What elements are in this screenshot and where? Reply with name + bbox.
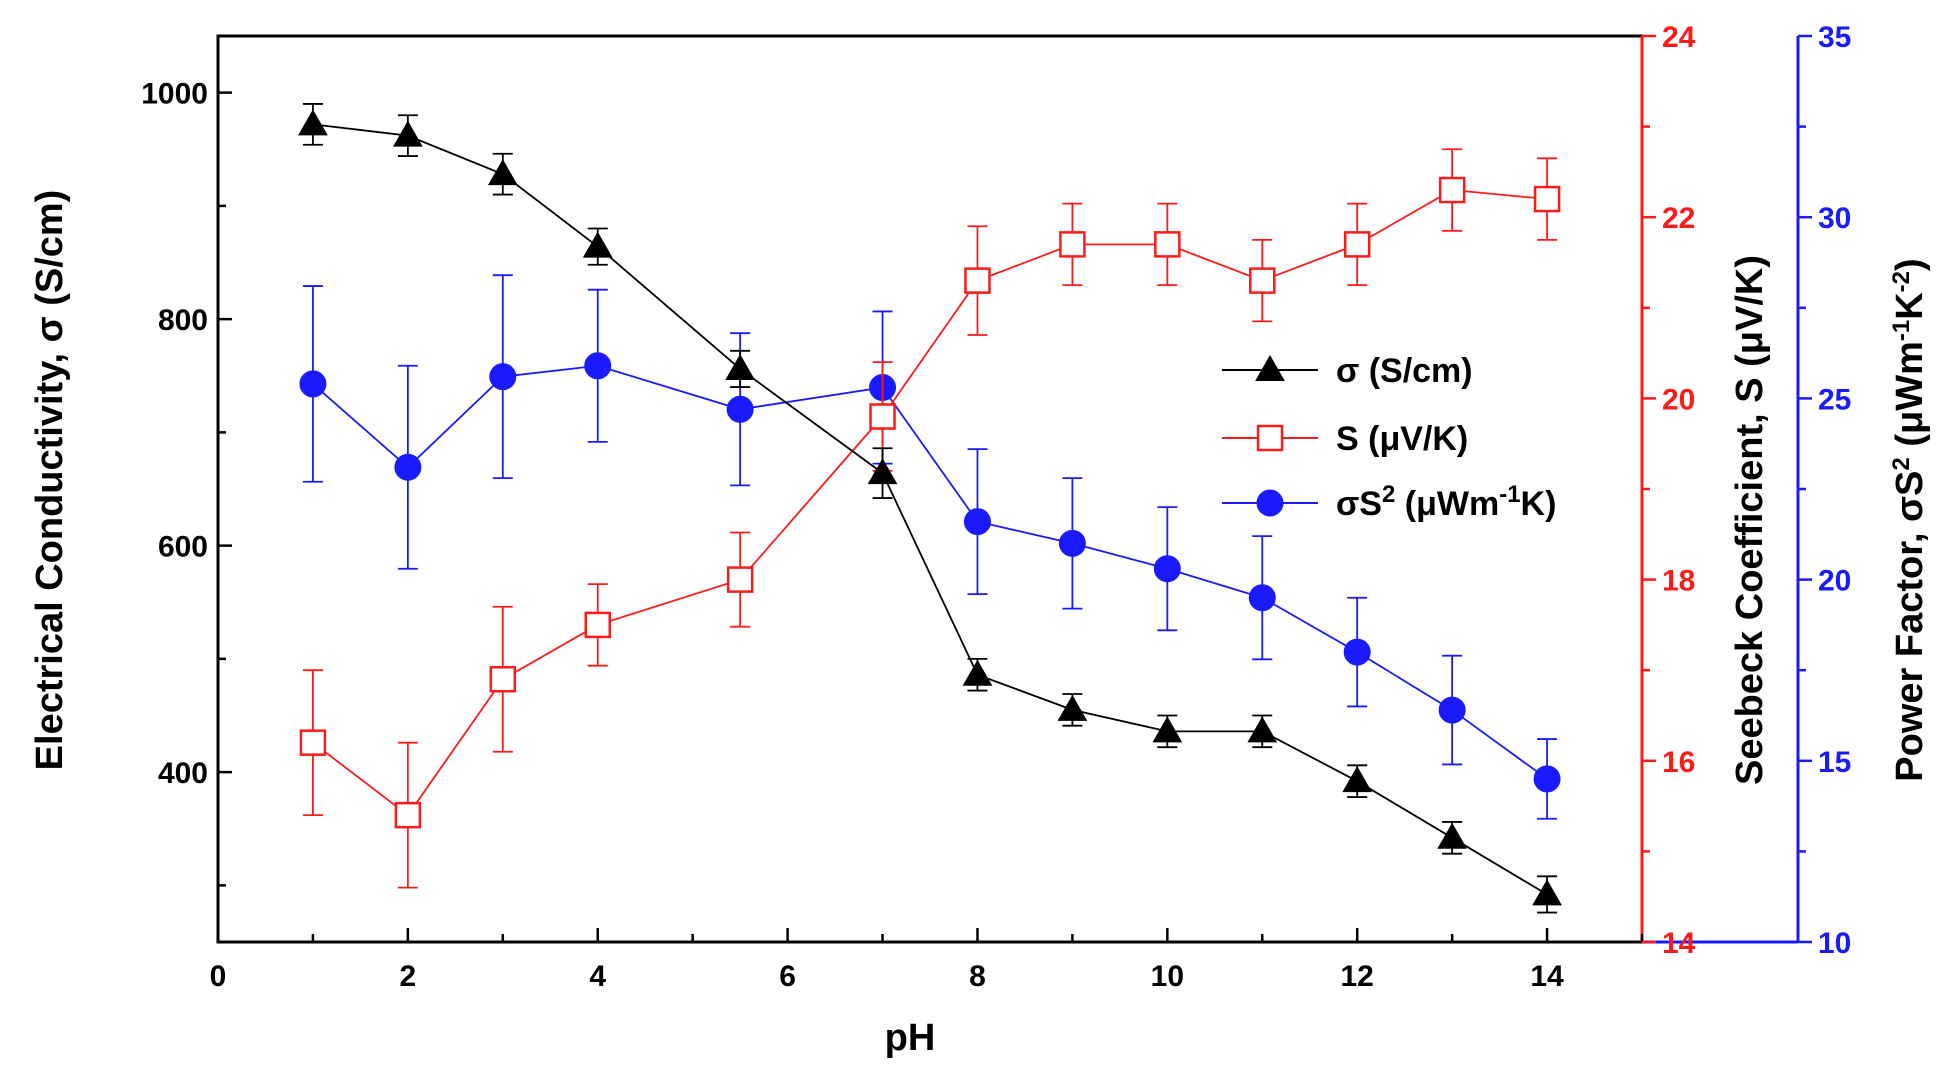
data-point: [299, 729, 327, 756]
x-tick-label: 8: [969, 960, 986, 993]
data-point: [1438, 176, 1466, 204]
data-point: [869, 403, 896, 430]
x-axis-title: pH: [885, 1017, 936, 1059]
x-tick-label: 6: [779, 960, 796, 993]
power-factor-axis-title: Power Factor, σS2 (μWm-1K-2): [1888, 258, 1932, 781]
seebeck-tick-label: 16: [1662, 746, 1695, 779]
x-tick-label: 12: [1341, 960, 1374, 993]
data-point: [962, 659, 993, 686]
data-point: [1343, 638, 1371, 666]
data-point: [1153, 555, 1181, 583]
data-point: [1152, 716, 1183, 743]
data-point: [298, 109, 328, 136]
data-point: [1343, 231, 1371, 258]
data-point: [726, 566, 754, 593]
left-axis-title: Electrical Conductivity, σ (S/cm): [29, 190, 71, 771]
data-point: [963, 508, 991, 536]
data-point: [394, 801, 422, 829]
x-tick-label: 0: [210, 960, 227, 993]
legend-entry: S (μV/K): [1222, 420, 1468, 458]
data-point: [1058, 529, 1086, 557]
data-point: [1437, 822, 1467, 849]
series-layer: [298, 103, 1562, 914]
legend-entry: σ (S/cm): [1222, 352, 1473, 390]
data-point: [489, 666, 517, 693]
data-point: [393, 120, 423, 147]
data-point: [1059, 231, 1086, 258]
data-point: [1255, 354, 1285, 381]
data-point: [299, 370, 327, 398]
x-tick-label: 4: [589, 960, 606, 993]
series-right1: [299, 148, 1561, 889]
left-tick-label: 800: [158, 304, 208, 337]
seebeck-tick-label: 14: [1662, 927, 1696, 960]
data-point: [1256, 424, 1284, 452]
data-point: [584, 352, 612, 380]
power-factor-tick-label: 20: [1818, 565, 1851, 598]
seebeck-tick-label: 24: [1662, 21, 1696, 54]
power-factor-tick-label: 30: [1818, 202, 1851, 235]
power-factor-tick-label: 10: [1818, 927, 1851, 960]
plot-frame: [216, 34, 1800, 944]
seebeck-axis: 14 16 18 20 22 24: [1642, 21, 1696, 960]
legend-label: S (μV/K): [1336, 420, 1468, 458]
seebeck-tick-label: 20: [1662, 383, 1695, 416]
power-factor-tick-label: 25: [1818, 383, 1851, 416]
left-axis: 400 600 800 1000: [141, 78, 232, 887]
data-point: [582, 231, 613, 258]
x-tick-label: 10: [1151, 960, 1184, 993]
data-point: [964, 267, 991, 294]
data-point: [1248, 584, 1276, 612]
data-point: [1438, 696, 1466, 724]
series-right2: [299, 274, 1561, 820]
data-point: [1249, 267, 1276, 294]
legend-label: σ (S/cm): [1336, 352, 1473, 390]
left-tick-label: 400: [158, 757, 208, 790]
data-point: [725, 353, 755, 380]
data-point: [1342, 766, 1373, 793]
data-point: [584, 611, 611, 639]
power-factor-tick-label: 15: [1818, 746, 1851, 779]
power-factor-axis: 10 15 20 25 30 35: [1798, 21, 1851, 960]
x-axis: 0 2 4 6 8 10 12 14: [210, 928, 1644, 993]
seebeck-tick-label: 22: [1662, 202, 1695, 235]
data-point: [394, 453, 422, 481]
data-point: [1057, 694, 1088, 721]
data-point: [726, 395, 754, 423]
left-tick-label: 1000: [141, 78, 208, 111]
series-left: [298, 103, 1562, 914]
seebeck-tick-label: 18: [1662, 565, 1695, 598]
data-point: [489, 363, 517, 391]
data-point: [1256, 489, 1284, 517]
left-tick-label: 600: [158, 531, 208, 564]
power-factor-tick-label: 35: [1818, 21, 1851, 54]
legend-entry: σS2 (μWm-1K): [1222, 481, 1556, 524]
data-point: [1533, 765, 1561, 793]
data-point: [1154, 231, 1181, 258]
seebeck-axis-title: Seebeck Coefficient, S (μV/K): [1729, 255, 1771, 785]
data-point: [1532, 879, 1562, 906]
legend: σ (S/cm) S (μV/K) σS2 (μWm-1K): [1222, 352, 1556, 523]
legend-label: σS2 (μWm-1K): [1336, 481, 1556, 524]
x-tick-label: 2: [400, 960, 417, 993]
data-point: [867, 458, 898, 485]
data-point: [1533, 185, 1561, 213]
data-point: [1247, 716, 1278, 743]
x-tick-label: 14: [1530, 960, 1564, 993]
data-point: [487, 159, 518, 186]
